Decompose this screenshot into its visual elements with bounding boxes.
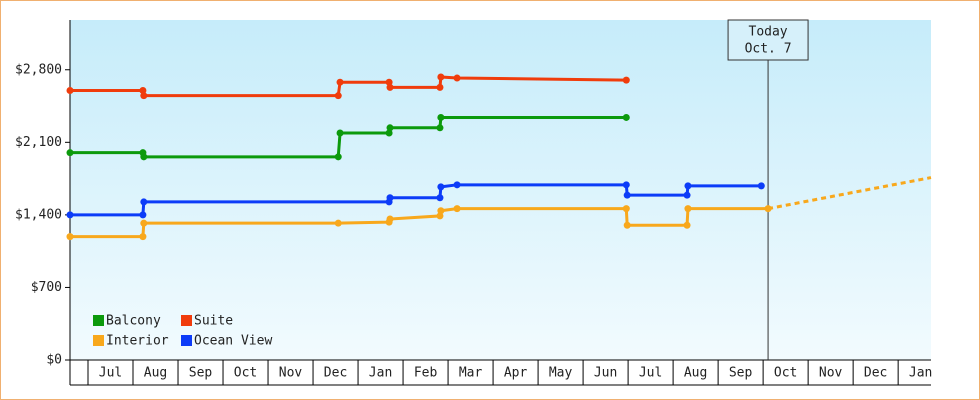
x-tick-label: Aug — [144, 366, 167, 381]
data-point — [66, 86, 74, 94]
data-point — [622, 76, 630, 84]
data-point — [139, 233, 147, 241]
data-point — [66, 211, 74, 219]
data-point — [683, 221, 691, 229]
legend-label: Interior — [106, 334, 169, 349]
data-point — [140, 92, 148, 100]
x-tick-label: Jun — [594, 366, 617, 381]
data-point — [757, 182, 765, 190]
data-point — [139, 86, 147, 94]
data-point — [386, 215, 394, 223]
data-point — [334, 219, 342, 227]
x-tick-label: Mar — [459, 366, 483, 381]
legend-swatch — [181, 335, 192, 346]
legend-label: Balcony — [106, 314, 161, 329]
x-tick-label: Jan — [369, 366, 392, 381]
data-point — [437, 73, 445, 81]
x-tick-label: May — [549, 366, 573, 381]
today-label: Oct. 7 — [745, 42, 792, 57]
data-point — [386, 83, 394, 91]
x-tick-label: Dec — [864, 366, 887, 381]
data-point — [386, 194, 394, 202]
data-point — [436, 194, 444, 202]
data-point — [684, 182, 692, 190]
data-point — [436, 124, 444, 132]
x-tick-label: Nov — [279, 366, 303, 381]
x-tick-label: Nov — [819, 366, 843, 381]
data-point — [764, 205, 772, 213]
data-point — [336, 129, 344, 137]
data-point — [334, 153, 342, 161]
legend-swatch — [93, 335, 104, 346]
y-tick-label: $2,800 — [15, 62, 62, 77]
data-point — [623, 191, 631, 199]
x-tick-label: Sep — [729, 366, 753, 381]
x-tick-label: Oct — [234, 366, 257, 381]
data-point — [453, 74, 461, 82]
data-point — [622, 181, 630, 189]
x-tick-label: Dec — [324, 366, 347, 381]
data-point — [436, 212, 444, 220]
data-point — [453, 205, 461, 213]
legend-label: Suite — [194, 314, 233, 329]
plot-area — [70, 20, 931, 360]
x-tick-label: Sep — [189, 366, 213, 381]
y-tick-label: $2,100 — [15, 135, 62, 150]
x-tick-label: Jul — [99, 366, 122, 381]
data-point — [684, 205, 692, 213]
data-point — [385, 78, 393, 86]
data-point — [453, 181, 461, 189]
data-point — [140, 219, 148, 227]
data-point — [139, 211, 147, 219]
data-point — [437, 183, 445, 191]
data-point — [437, 207, 445, 215]
data-point — [386, 124, 394, 132]
data-point — [140, 153, 148, 161]
data-point — [622, 205, 630, 213]
data-point — [385, 129, 393, 137]
x-tick-label: Apr — [504, 366, 528, 381]
y-tick-label: $0 — [46, 353, 62, 368]
data-point — [66, 233, 74, 241]
x-tick-label: Aug — [684, 366, 707, 381]
legend-label: Ocean View — [194, 334, 272, 349]
data-point — [437, 113, 445, 121]
data-point — [683, 191, 691, 199]
data-point — [334, 92, 342, 100]
data-point — [66, 149, 74, 157]
x-tick-label: Feb — [414, 366, 438, 381]
data-point — [140, 198, 148, 206]
legend-swatch — [93, 315, 104, 326]
legend-swatch — [181, 315, 192, 326]
today-box — [727, 19, 809, 61]
y-tick-label: $700 — [31, 280, 62, 295]
data-point — [622, 113, 630, 121]
x-tick-label: Jul — [639, 366, 662, 381]
data-point — [623, 221, 631, 229]
data-point — [336, 78, 344, 86]
x-tick-label: Jan — [909, 366, 932, 381]
data-point — [436, 83, 444, 91]
x-tick-label: Oct — [774, 366, 797, 381]
y-tick-label: $1,400 — [15, 207, 62, 222]
projection-line — [767, 176, 932, 211]
today-label: Today — [749, 25, 788, 40]
